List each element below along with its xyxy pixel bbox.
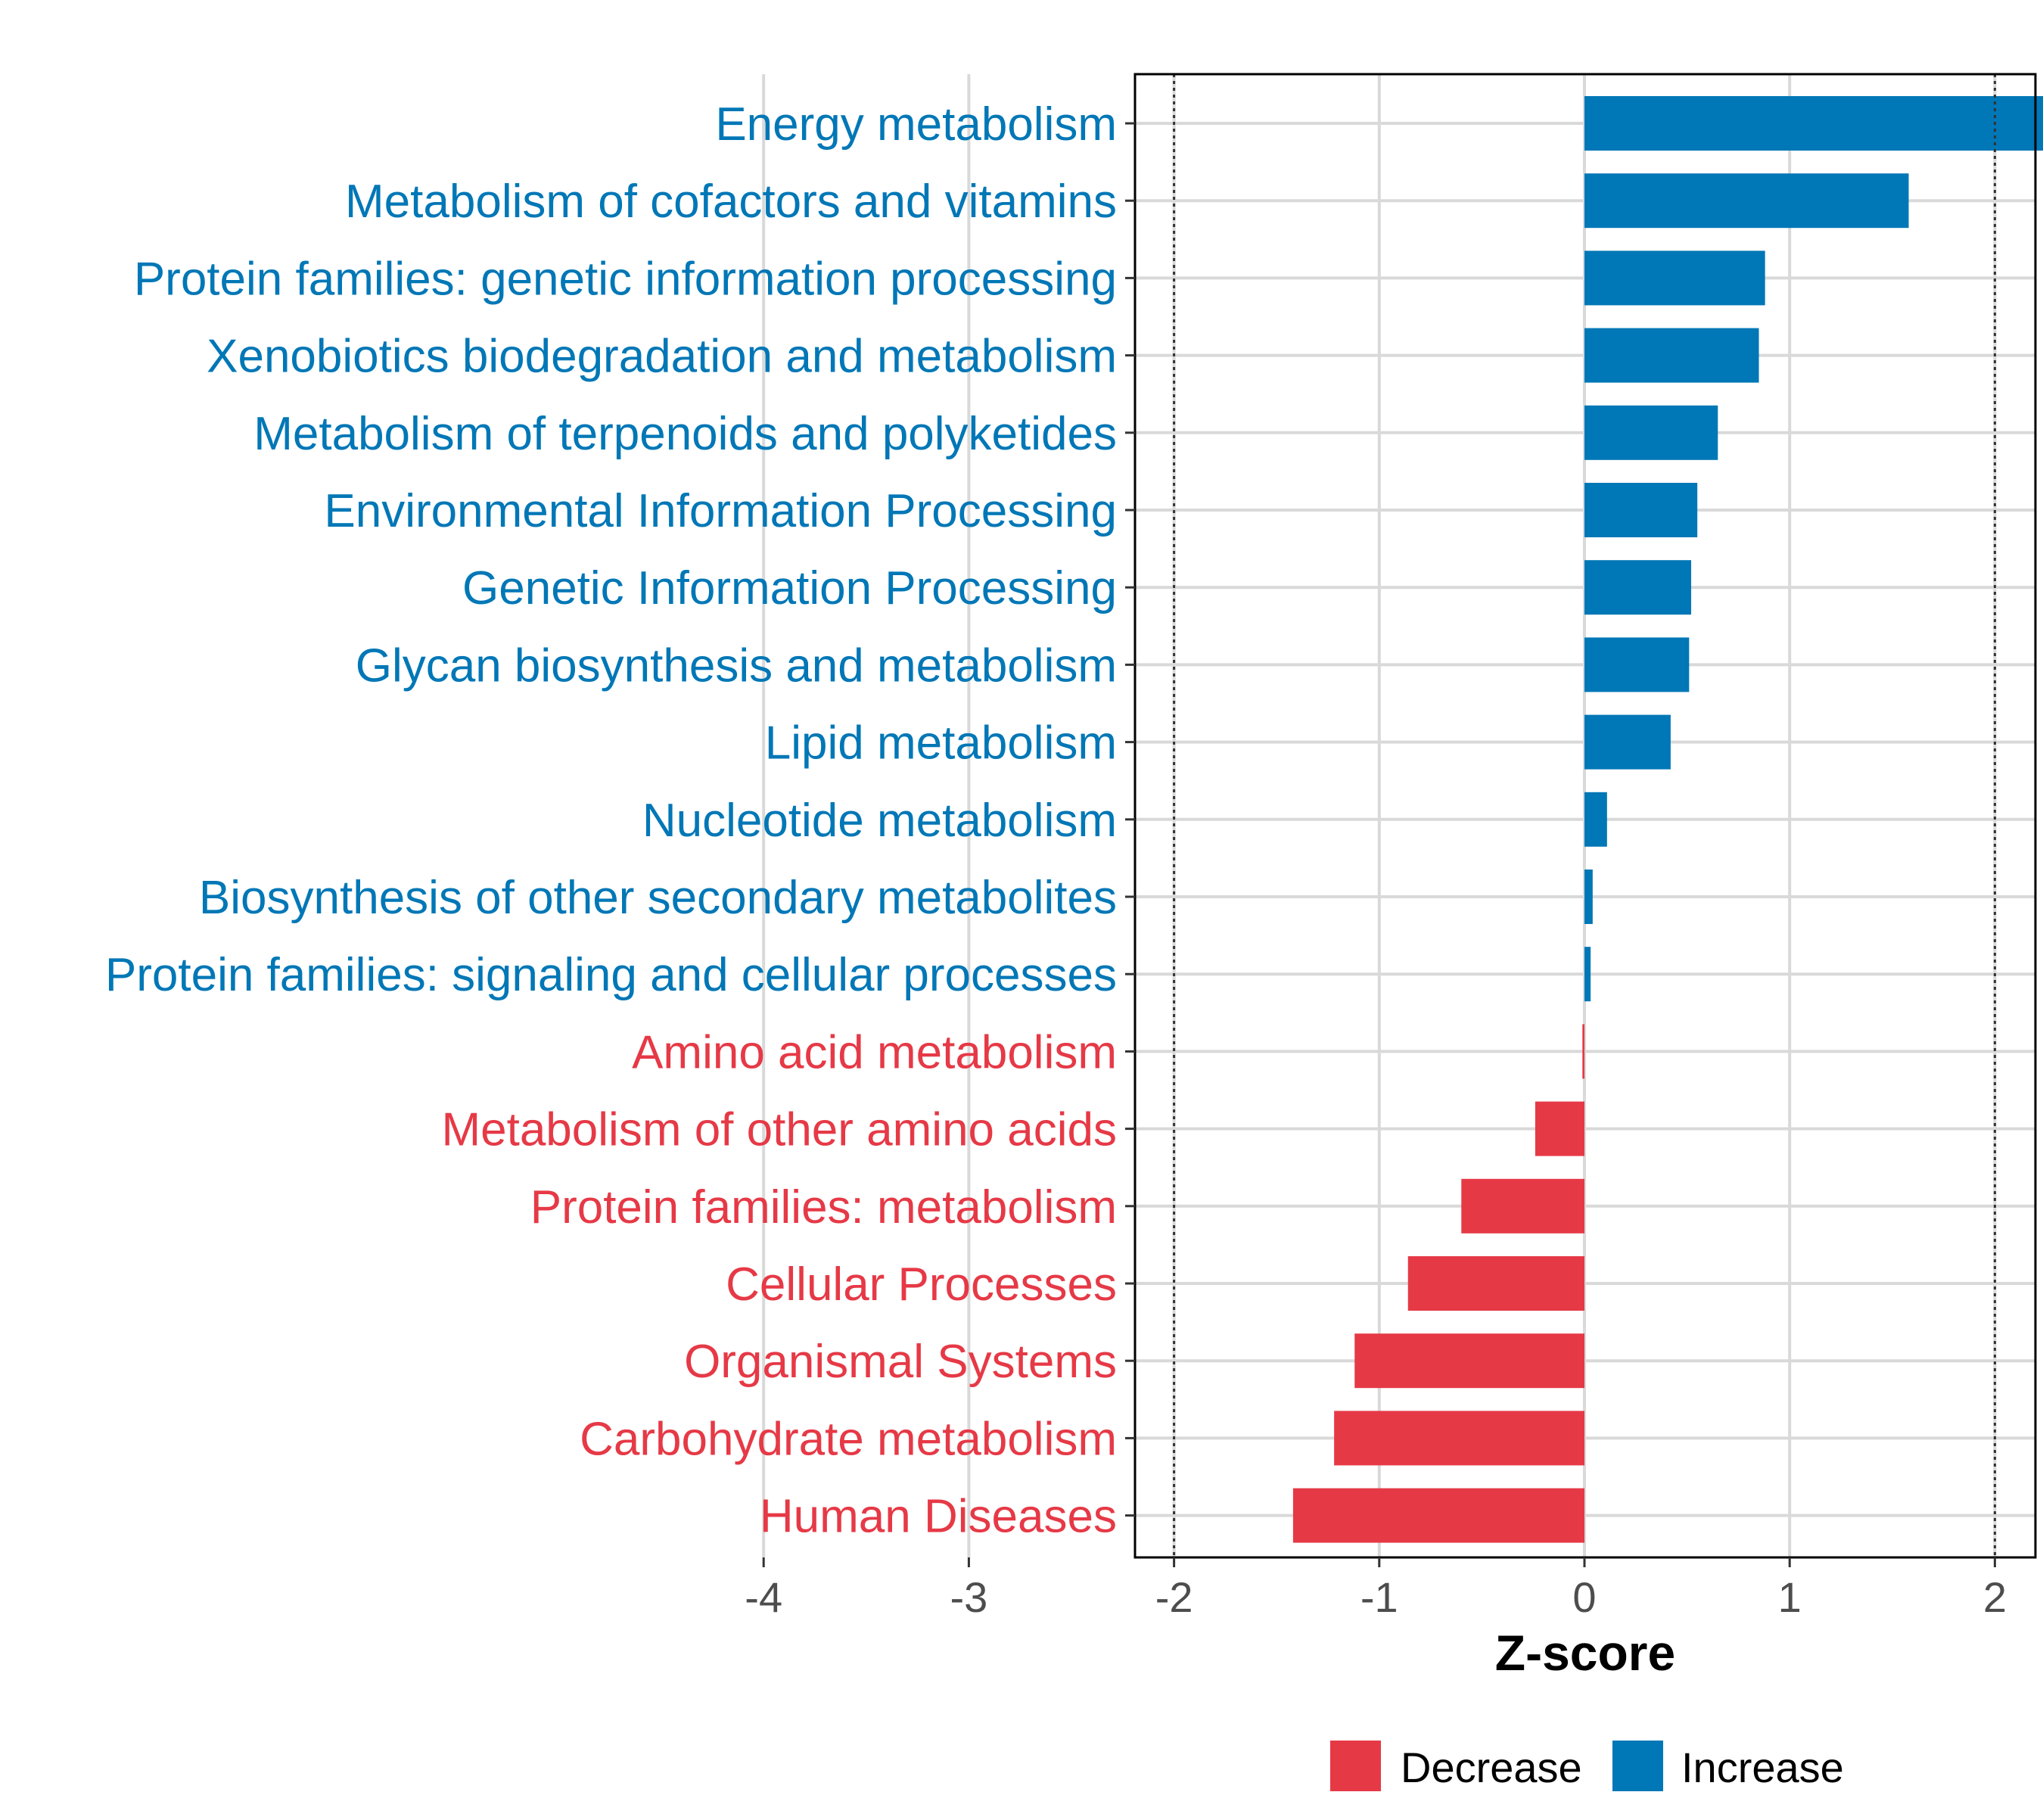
bar-layer <box>1292 96 2043 1543</box>
bar <box>1334 1411 1584 1466</box>
y-tick-label: Nucleotide metabolism <box>642 795 1117 847</box>
y-tick-label: Genetic Information Processing <box>462 562 1117 614</box>
legend-key-decrease <box>1330 1741 1381 1791</box>
y-tick-label: Amino acid metabolism <box>632 1026 1117 1078</box>
x-tick-label: -4 <box>745 1573 782 1621</box>
y-tick-label: Lipid metabolism <box>765 717 1117 770</box>
y-tick-label: Biosynthesis of other secondary metaboli… <box>199 872 1117 924</box>
bar <box>1584 560 1692 615</box>
y-tick-label: Xenobiotics biodegradation and metabolis… <box>207 331 1117 383</box>
x-tick-label: -3 <box>950 1573 988 1621</box>
bar <box>1582 1024 1584 1079</box>
y-tick-label: Metabolism of cofactors and vitamins <box>345 176 1117 228</box>
bar <box>1584 792 1607 847</box>
y-tick-label: Carbohydrate metabolism <box>580 1413 1117 1465</box>
y-tick-label: Human Diseases <box>760 1491 1117 1543</box>
y-tick-label: Protein families: signaling and cellular… <box>105 949 1117 1001</box>
bar <box>1584 483 1698 537</box>
bar <box>1584 328 1759 383</box>
y-tick-layer: Energy metabolism Metabolism of cofactors… <box>105 98 1135 1543</box>
bar <box>1584 637 1690 692</box>
y-tick-label: Energy metabolism <box>715 98 1117 151</box>
y-tick-label: Protein families: metabolism <box>530 1181 1117 1234</box>
y-tick-label: Glycan biosynthesis and metabolism <box>356 639 1117 692</box>
x-tick-layer: -4-3-2-101234 <box>745 1557 2007 1621</box>
x-tick-label: 0 <box>1572 1573 1596 1621</box>
bar <box>1584 870 1593 924</box>
legend-label-decrease: Decrease <box>1401 1744 1582 1791</box>
y-tick-label: Metabolism of terpenoids and polyketides <box>253 408 1117 460</box>
y-tick-label: Environmental Information Processing <box>324 485 1117 537</box>
y-tick-label: Protein families: genetic information pr… <box>134 253 1117 305</box>
y-tick-label: Organismal Systems <box>684 1336 1117 1388</box>
bar <box>1461 1178 1584 1234</box>
x-axis-title: Z-score <box>1495 1625 1675 1681</box>
legend: Decrease Increase <box>1330 1741 1844 1791</box>
legend-key-increase <box>1612 1741 1663 1791</box>
reference-line-layer <box>1173 74 1996 1557</box>
bar <box>1584 947 1591 1002</box>
bar <box>1354 1333 1584 1389</box>
bar <box>1535 1101 1584 1156</box>
x-tick-label: 2 <box>1983 1573 2007 1621</box>
x-tick-label: -1 <box>1360 1573 1398 1621</box>
bar <box>1584 714 1671 770</box>
bar <box>1407 1256 1584 1311</box>
x-tick-label: 1 <box>1778 1573 1802 1621</box>
bar <box>1584 96 2043 151</box>
y-tick-label: Cellular Processes <box>726 1258 1117 1311</box>
bar <box>1292 1488 1584 1543</box>
legend-label-increase: Increase <box>1681 1744 1844 1791</box>
y-tick-label: Metabolism of other amino acids <box>441 1104 1117 1156</box>
bar <box>1584 405 1718 460</box>
bar <box>1584 250 1765 306</box>
x-tick-label: -2 <box>1155 1573 1193 1621</box>
bar <box>1584 173 1909 229</box>
